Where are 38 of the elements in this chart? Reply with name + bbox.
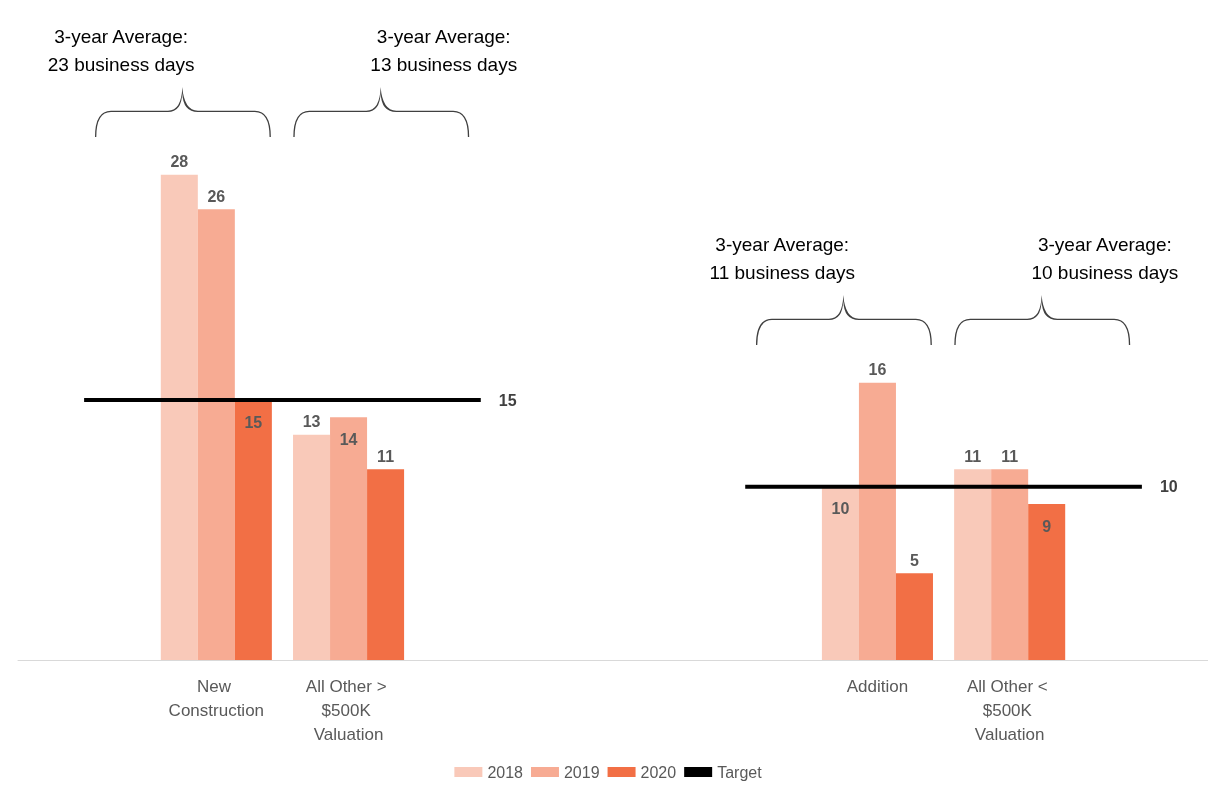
data-label: 11	[964, 447, 982, 465]
bar	[197, 209, 235, 660]
bar	[234, 400, 272, 660]
bar	[367, 469, 405, 660]
data-label: 11	[1001, 447, 1019, 465]
data-label: 5	[910, 551, 920, 569]
x-tick-label: All Other < $500K Valuation	[966, 676, 1053, 744]
text: 3-year Average: 13 business days	[370, 26, 518, 76]
bar	[330, 417, 368, 660]
data-label: 11	[377, 447, 395, 465]
data-label: 9	[1042, 517, 1052, 535]
legend-label: 2019	[563, 763, 600, 781]
legend-label: 2018	[487, 763, 524, 781]
x-tick-label: New Construction	[168, 676, 265, 720]
data-label: 16	[868, 361, 887, 379]
bar	[895, 573, 933, 660]
bar	[954, 469, 992, 660]
legend-label: Target	[717, 763, 763, 781]
text: 3-year Average: 23 business days	[47, 26, 195, 76]
bar	[821, 486, 859, 660]
x-tick-label: All Other > $500K Valuation	[305, 676, 392, 744]
data-label: 13	[302, 413, 321, 431]
data-label: 10	[1159, 478, 1178, 496]
annotation: 3-year Average: 10 business days	[1031, 234, 1179, 284]
x-tick-label: Addition	[846, 676, 909, 696]
data-label: 10	[831, 500, 850, 518]
bar	[293, 434, 331, 660]
data-label: 28	[170, 153, 189, 171]
data-label: 15	[498, 391, 517, 409]
data-label: 15	[244, 413, 263, 431]
bar	[991, 469, 1029, 660]
legend-label: 2020	[640, 763, 677, 781]
bar	[858, 382, 896, 660]
data-label: 26	[207, 187, 226, 205]
annotation: 3-year Average: 11 business days	[709, 234, 855, 284]
data-label: 14	[339, 430, 358, 448]
bar	[160, 174, 198, 660]
bar	[1028, 504, 1066, 660]
